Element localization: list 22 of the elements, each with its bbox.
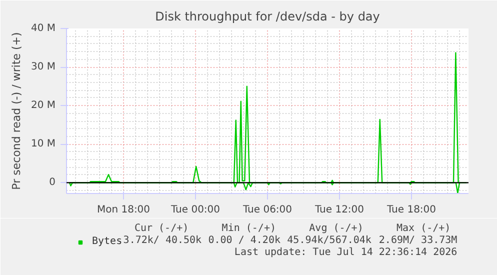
text: Cur (-/+) [134, 223, 189, 234]
x-tick-label: Mon 18:00 [96, 204, 150, 216]
y-tick-label: 30 M [30, 62, 56, 73]
text: Avg (-/+) [309, 223, 364, 234]
x-tick-label: Tue 12:00 [314, 204, 364, 216]
y-tick-label: 10 M [30, 138, 56, 150]
chart-title: Disk throughput for /dev/sda - by day [155, 10, 380, 24]
y-tick-label: 0 [49, 177, 56, 188]
x-tick-label: Tue 18:00 [386, 204, 436, 216]
y-tick-label: 20 M [30, 100, 56, 112]
x-tick-label: Tue 00:00 [170, 204, 220, 216]
text: Last update: Tue Jul 14 22:36:14 2026 [234, 247, 458, 258]
text: 3.72k/ 40.50k [123, 235, 202, 246]
text: 0.00 / 4.20k [208, 235, 280, 246]
y-axis-title: Pr second read (-) / write (+) [10, 32, 23, 190]
text: Min (-/+) [222, 223, 276, 234]
text: 2.69M/ 33.73M [378, 235, 458, 246]
text: Max (-/+) [396, 223, 451, 234]
y-tick-label: 40 M [30, 23, 56, 34]
text: 45.94k/567.04k [287, 235, 372, 246]
x-tick-label: Tue 06:00 [242, 204, 292, 216]
legend-label: Bytes [92, 236, 122, 247]
